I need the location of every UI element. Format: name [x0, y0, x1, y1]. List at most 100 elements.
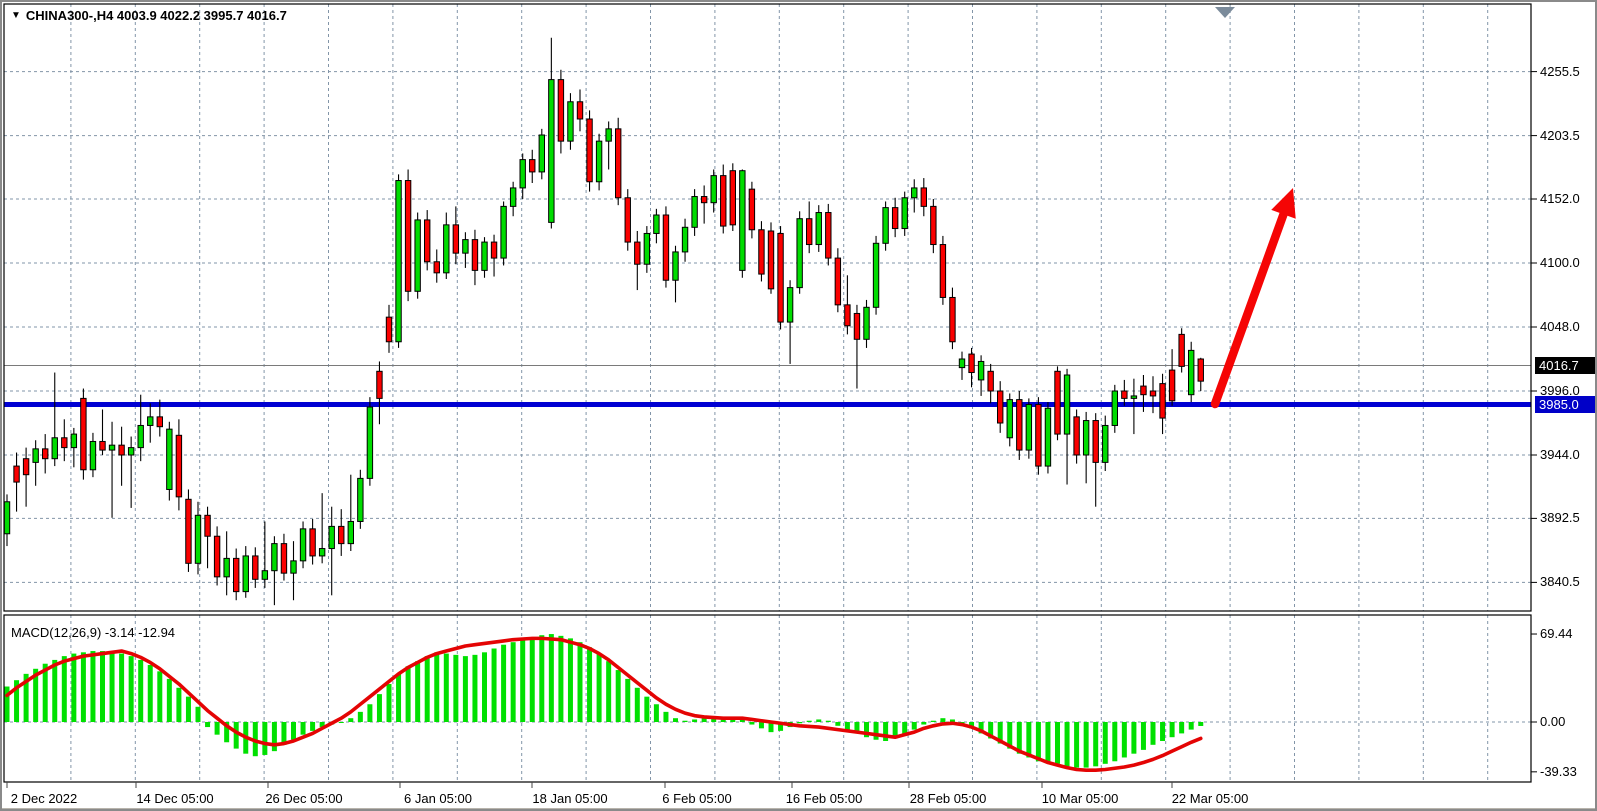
macd-histogram-bar: [147, 664, 153, 722]
candle-body: [1130, 395, 1138, 399]
time-axis-label: 6 Feb 05:00: [662, 791, 732, 806]
candle-body: [452, 224, 460, 254]
candle-body: [22, 458, 30, 476]
macd-histogram-bar: [949, 719, 955, 722]
candle-body: [108, 444, 116, 451]
macd-histogram-bar: [1179, 722, 1185, 734]
macd-histogram-bar: [711, 716, 717, 722]
candle-body: [739, 170, 746, 271]
price-axis-label: 3996.0: [1540, 383, 1580, 398]
candle-body: [595, 140, 603, 183]
macd-histogram-bar: [109, 652, 115, 722]
macd-histogram-bar: [1131, 722, 1137, 754]
candle-body: [70, 433, 78, 449]
candle-body: [366, 406, 374, 479]
macd-histogram-bar: [997, 722, 1003, 744]
macd-histogram-bar: [176, 687, 182, 722]
candle-body: [99, 440, 106, 451]
hline-price-badge: 3985.0: [1535, 395, 1595, 413]
chart-title: ▼ CHINA300-,H4 4003.9 4022.2 3995.7 4016.…: [11, 8, 287, 23]
candle-body: [529, 159, 536, 173]
candle-body: [233, 557, 240, 593]
macd-histogram-bar: [577, 642, 583, 722]
candle-body: [815, 212, 822, 246]
macd-histogram-bar: [1150, 722, 1156, 745]
macd-histogram-bar: [367, 704, 373, 722]
trend-arrow-head[interactable]: [1271, 188, 1296, 219]
macd-axis-label: -39.33: [1540, 763, 1577, 779]
candle-body: [376, 370, 383, 399]
macd-histogram-bar: [1016, 722, 1022, 754]
candle-body: [118, 444, 125, 456]
macd-histogram-bar: [262, 722, 268, 755]
candle-body: [920, 187, 927, 207]
candle-body: [204, 514, 211, 537]
macd-histogram-bar: [1026, 722, 1032, 758]
macd-histogram-bar: [424, 656, 430, 722]
candle-body: [433, 261, 440, 274]
candle-body: [347, 520, 355, 545]
candle-body: [242, 555, 249, 593]
macd-histogram-bar: [291, 722, 296, 740]
candle-body: [32, 448, 39, 463]
macd-histogram-bar: [768, 722, 774, 733]
macd-axis-label: 69.44: [1540, 626, 1573, 642]
candle-body: [930, 205, 937, 246]
candle-body: [290, 560, 297, 574]
macd-histogram-bar: [510, 642, 516, 722]
macd-histogram-bar: [739, 719, 745, 722]
macd-histogram-bar: [520, 639, 526, 722]
trend-arrow-shaft[interactable]: [1210, 204, 1290, 409]
candle-body: [252, 555, 259, 580]
candle-body: [500, 205, 507, 259]
macd-panel-border: [3, 614, 1532, 783]
candle-body: [1140, 385, 1147, 396]
macd-histogram-bar: [157, 671, 163, 722]
candle-body: [471, 239, 479, 271]
candle-body: [1035, 404, 1042, 467]
macd-histogram-bar: [988, 722, 994, 739]
macd-histogram-bar: [338, 722, 344, 723]
candle-body: [624, 197, 631, 243]
candle-body: [853, 312, 861, 340]
candle-body: [51, 437, 58, 460]
macd-histogram-bar: [462, 656, 468, 722]
macd-histogram-bar: [415, 661, 421, 722]
candle-body: [385, 316, 393, 343]
macd-histogram-bar: [357, 711, 363, 722]
candle-body: [653, 214, 660, 234]
macd-panel[interactable]: [4, 615, 1531, 782]
macd-histogram-bar: [653, 704, 659, 722]
macd-histogram-bar: [587, 647, 593, 722]
candle-body: [1063, 374, 1071, 435]
candle-body: [414, 219, 421, 292]
macd-histogram-bar: [472, 654, 478, 722]
candle-body: [844, 304, 851, 327]
macd-histogram-bar: [1198, 722, 1204, 726]
candle-body: [1188, 349, 1195, 396]
macd-histogram-bar: [529, 637, 535, 722]
macd-histogram-bar: [1083, 722, 1089, 768]
candle-body: [1016, 399, 1023, 451]
candle-body: [1073, 416, 1080, 456]
scroll-marker-icon[interactable]: [1215, 7, 1235, 18]
main-panel[interactable]: [4, 4, 1531, 611]
macd-histogram-bar: [567, 638, 573, 722]
macd-histogram-bar: [806, 720, 812, 722]
symbol-dropdown-icon[interactable]: ▼: [11, 10, 21, 21]
candle-body: [997, 390, 1004, 424]
candle-body: [767, 230, 775, 290]
macd-histogram-bar: [319, 722, 325, 728]
candle-body: [395, 180, 402, 343]
candle-body: [1149, 390, 1157, 397]
candle-body: [318, 548, 326, 557]
macd-histogram-bar: [902, 722, 908, 735]
candle-body: [1006, 399, 1013, 439]
macd-histogram-bar: [844, 722, 850, 730]
macd-histogram-bar: [1140, 722, 1146, 750]
candle-body: [681, 226, 689, 253]
macd-histogram-bar: [978, 722, 984, 734]
candle-body: [185, 498, 192, 564]
